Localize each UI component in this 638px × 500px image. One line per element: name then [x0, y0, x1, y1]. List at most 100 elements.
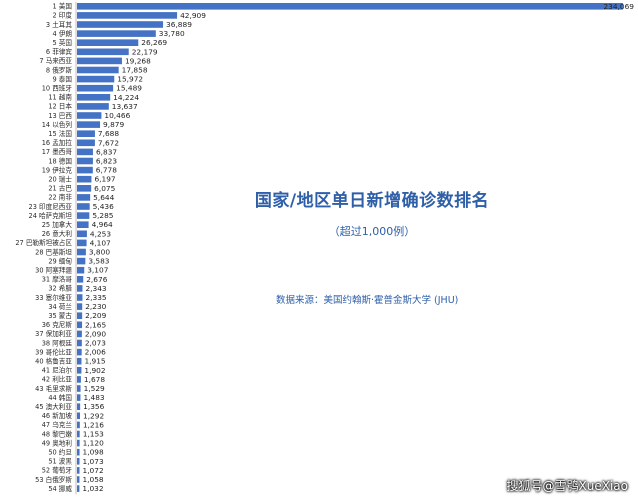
data-label: 6,778 — [96, 166, 117, 175]
category-label: 44 韩国 — [48, 393, 72, 402]
bar — [77, 367, 82, 374]
bar — [77, 294, 83, 301]
data-label: 1,483 — [83, 393, 104, 402]
category-label: 32 希腊 — [48, 284, 72, 293]
category-label: 6 菲律宾 — [46, 47, 72, 56]
category-label: 41 尼泊尔 — [42, 366, 73, 375]
data-label: 1,678 — [84, 375, 105, 384]
bar — [77, 112, 102, 119]
bar — [77, 175, 92, 183]
category-label: 39 哥伦比亚 — [35, 347, 72, 356]
bar — [77, 330, 82, 338]
data-label: 1,098 — [83, 448, 104, 457]
data-label: 7,672 — [98, 138, 119, 147]
category-label: 29 缅甸 — [48, 256, 72, 265]
category-label: 52 葡萄牙 — [42, 466, 73, 475]
data-label: 1,058 — [82, 475, 103, 484]
bar — [77, 139, 95, 147]
category-label: 20 瑞士 — [48, 175, 72, 184]
bar — [77, 75, 115, 83]
bar — [77, 12, 178, 19]
category-label: 7 马来西亚 — [39, 57, 72, 65]
data-label: 6,197 — [94, 175, 115, 184]
category-label: 54 挪威 — [48, 484, 72, 493]
data-label: 19,268 — [125, 56, 151, 65]
data-label: 1,072 — [83, 466, 104, 475]
bar — [77, 185, 92, 192]
category-label: 43 毛里求斯 — [35, 384, 72, 393]
bar — [77, 476, 80, 483]
category-label: 4 伊朗 — [53, 29, 73, 38]
category-label: 34 荷兰 — [48, 302, 72, 311]
category-label: 5 英国 — [53, 38, 73, 47]
bar — [77, 248, 86, 256]
bar — [77, 394, 81, 401]
data-label: 2,073 — [85, 339, 106, 348]
bar — [77, 285, 83, 292]
category-label: 10 西班牙 — [42, 84, 73, 93]
bar — [77, 221, 89, 228]
data-label: 14,224 — [113, 93, 139, 102]
bar — [77, 230, 87, 238]
bar — [77, 303, 83, 310]
bar — [77, 57, 122, 65]
category-label: 3 土耳其 — [46, 20, 72, 29]
category-label: 12 日本 — [48, 102, 72, 111]
data-label: 1,216 — [83, 420, 104, 429]
data-label: 4,964 — [92, 220, 113, 229]
category-label: 37 保加利亚 — [35, 329, 72, 338]
data-label: 22,179 — [132, 47, 158, 56]
data-label: 42,909 — [180, 11, 206, 20]
category-label: 28 巴基斯坦 — [35, 247, 72, 256]
bar — [77, 239, 87, 247]
category-label: 40 格鲁吉亚 — [35, 357, 72, 366]
chart-subtitle: （超过1,000例） — [328, 225, 416, 238]
data-label: 2,209 — [85, 311, 106, 320]
bar — [77, 103, 109, 110]
category-label: 26 意大利 — [42, 229, 73, 238]
data-label: 3,107 — [87, 266, 108, 275]
category-label: 15 法国 — [48, 129, 72, 138]
bar — [77, 276, 84, 283]
data-label: 17,858 — [122, 66, 148, 75]
bar — [77, 448, 80, 456]
bar — [77, 148, 93, 156]
data-label: 2,343 — [85, 284, 106, 293]
data-label: 1,032 — [82, 484, 103, 493]
category-label: 48 黎巴嫩 — [42, 429, 73, 438]
category-label: 14 以色列 — [42, 120, 73, 129]
category-label: 13 巴西 — [48, 112, 72, 120]
chart-title: 国家/地区单日新增确诊数排名 — [254, 191, 490, 211]
category-label: 9 泰国 — [53, 74, 73, 83]
category-label: 27 巴勒斯坦被占区 — [15, 238, 72, 247]
category-label: 19 伊拉克 — [42, 165, 73, 174]
bar — [77, 357, 82, 365]
bar — [77, 157, 93, 165]
data-label: 7,688 — [98, 129, 119, 138]
category-label: 16 孟加拉 — [42, 138, 73, 147]
bar — [77, 403, 81, 410]
bar — [77, 121, 101, 128]
bar — [77, 385, 81, 392]
data-label: 2,165 — [85, 320, 106, 329]
category-label: 42 利比亚 — [42, 375, 73, 384]
bar — [77, 257, 86, 265]
bar — [77, 212, 90, 219]
category-label: 21 古巴 — [48, 184, 72, 193]
bar — [77, 66, 119, 74]
category-label: 22 南非 — [48, 193, 72, 202]
category-label: 49 奥地利 — [42, 438, 73, 447]
data-label: 6,837 — [96, 147, 117, 156]
category-label: 38 阿根廷 — [42, 338, 73, 347]
category-label: 25 加拿大 — [42, 220, 73, 229]
bar — [77, 412, 81, 420]
bar — [77, 339, 82, 347]
bar — [77, 30, 156, 37]
data-label: 2,230 — [85, 302, 106, 311]
bar — [77, 312, 83, 319]
data-label: 13,637 — [112, 102, 138, 111]
data-label: 33,780 — [159, 29, 185, 38]
category-label: 23 印度尼西亚 — [29, 202, 73, 211]
data-label: 1,529 — [84, 384, 105, 393]
bar — [77, 266, 85, 274]
